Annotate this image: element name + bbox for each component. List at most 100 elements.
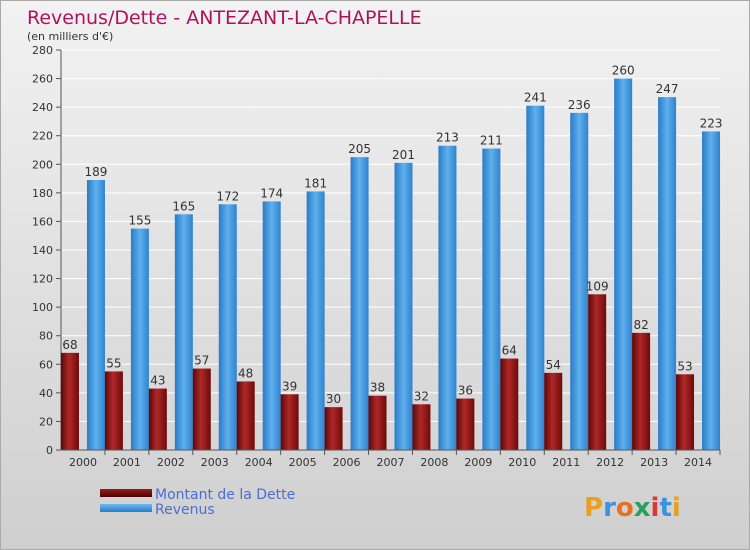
bar-revenus — [218, 204, 237, 450]
y-tick-label: 100 — [32, 301, 53, 314]
y-tick-label: 220 — [32, 130, 53, 143]
y-tick-label: 60 — [39, 358, 53, 371]
x-tick-label: 2013 — [640, 456, 668, 469]
x-tick-label: 2009 — [464, 456, 492, 469]
data-label-revenus: 201 — [392, 148, 415, 162]
y-tick-label: 280 — [32, 44, 53, 57]
x-tick-label: 2000 — [69, 456, 97, 469]
bar-debt — [412, 404, 431, 450]
data-label-revenus: 236 — [568, 98, 591, 112]
data-label-debt: 48 — [238, 366, 253, 380]
legend-label-debt: Montant de la Dette — [155, 487, 295, 503]
y-axis: 0 20 40 60 80 100 120 140 160 180 200 220 240 260 280 — [32, 44, 62, 457]
x-tick-label: 2002 — [157, 456, 185, 469]
data-label-debt: 109 — [586, 279, 609, 293]
data-label-revenus: 241 — [524, 91, 547, 105]
x-tick-label: 2007 — [377, 456, 405, 469]
y-tick-label: 180 — [32, 187, 53, 200]
bar-revenus — [614, 78, 633, 451]
data-label-debt: 53 — [677, 359, 692, 373]
data-label-revenus: 205 — [348, 142, 371, 156]
data-label-debt: 32 — [414, 389, 429, 403]
bar-debt — [588, 294, 607, 450]
bar-debt — [456, 398, 475, 450]
y-tick-label: 240 — [32, 101, 53, 114]
y-tick-label: 120 — [32, 273, 53, 286]
bar-revenus — [702, 131, 721, 450]
bar-revenus — [482, 148, 501, 451]
data-label-debt: 36 — [458, 384, 473, 398]
bar-debt — [500, 358, 519, 450]
x-tick-label: 2008 — [420, 456, 448, 469]
bar-debt — [676, 374, 695, 450]
data-label-debt: 39 — [282, 379, 297, 393]
x-tick-label: 2001 — [113, 456, 141, 469]
x-tick-label: 2005 — [289, 456, 317, 469]
x-tick-label: 2010 — [508, 456, 536, 469]
bar-debt — [280, 394, 299, 450]
x-tick-label: 2003 — [201, 456, 229, 469]
x-tick-label: 2012 — [596, 456, 624, 469]
y-tick-label: 80 — [39, 330, 53, 343]
data-label-debt: 57 — [194, 354, 209, 368]
bar-debt — [60, 352, 79, 450]
data-label-debt: 68 — [62, 338, 77, 352]
bar-debt — [368, 395, 387, 450]
x-tick-label: 2014 — [684, 456, 712, 469]
data-label-revenus: 181 — [304, 176, 327, 190]
data-label-debt: 54 — [546, 358, 561, 372]
y-tick-label: 160 — [32, 215, 53, 228]
bar-revenus — [438, 145, 457, 450]
bar-debt — [148, 388, 167, 450]
data-label-revenus: 247 — [656, 82, 679, 96]
bar-revenus — [130, 228, 149, 450]
data-label-revenus: 211 — [480, 134, 503, 148]
data-label-revenus: 189 — [85, 165, 108, 179]
legend-swatch-revenus — [100, 504, 152, 512]
proxiti-logo-text: Proxiti — [584, 493, 681, 523]
data-label-debt: 55 — [106, 356, 121, 370]
chart-title: Revenus/Dette - ANTEZANT-LA-CHAPELLE — [27, 7, 422, 29]
data-label-debt: 82 — [633, 318, 648, 332]
x-tick-label: 2004 — [245, 456, 273, 469]
data-label-debt: 64 — [502, 344, 517, 358]
legend-label-revenus: Revenus — [155, 502, 215, 518]
bar-revenus — [306, 191, 325, 450]
y-tick-label: 20 — [39, 415, 53, 428]
bar-revenus — [658, 97, 677, 451]
bars: 68 189 55 155 43 165 57 172 48 174 39 181 30 205 38 201… — [60, 64, 723, 451]
bar-revenus — [174, 214, 193, 450]
bar-revenus — [570, 112, 589, 450]
y-tick-label: 0 — [46, 444, 53, 457]
bar-revenus — [526, 105, 545, 450]
bar-revenus — [262, 201, 281, 450]
proxiti-logo: Proxiti — [584, 493, 681, 523]
bar-debt — [544, 372, 563, 450]
legend-swatch-debt — [100, 489, 152, 497]
bar-debt — [236, 381, 255, 450]
data-label-revenus: 213 — [436, 131, 459, 145]
legend-item-debt: Montant de la Dette — [100, 487, 295, 503]
legend: Montant de la Dette Revenus — [100, 487, 295, 518]
bar-debt — [104, 371, 123, 450]
bar-revenus — [86, 180, 105, 450]
data-label-debt: 38 — [370, 381, 385, 395]
data-label-revenus: 223 — [700, 116, 723, 130]
data-label-debt: 30 — [326, 392, 341, 406]
data-label-revenus: 165 — [172, 199, 195, 213]
bar-debt — [192, 368, 211, 450]
x-axis: 2000 2001 2002 2003 2004 2005 2006 2007 2008 2009… — [61, 449, 721, 469]
y-tick-label: 40 — [39, 387, 53, 400]
bar-debt — [632, 332, 651, 450]
x-tick-label: 2006 — [333, 456, 361, 469]
data-label-revenus: 174 — [260, 186, 283, 200]
legend-item-revenus: Revenus — [100, 502, 215, 518]
data-label-revenus: 260 — [612, 64, 635, 78]
bar-revenus — [394, 162, 413, 450]
bar-debt — [324, 407, 343, 450]
data-label-revenus: 155 — [128, 214, 151, 228]
x-tick-label: 2011 — [552, 456, 580, 469]
y-tick-label: 140 — [32, 244, 53, 257]
